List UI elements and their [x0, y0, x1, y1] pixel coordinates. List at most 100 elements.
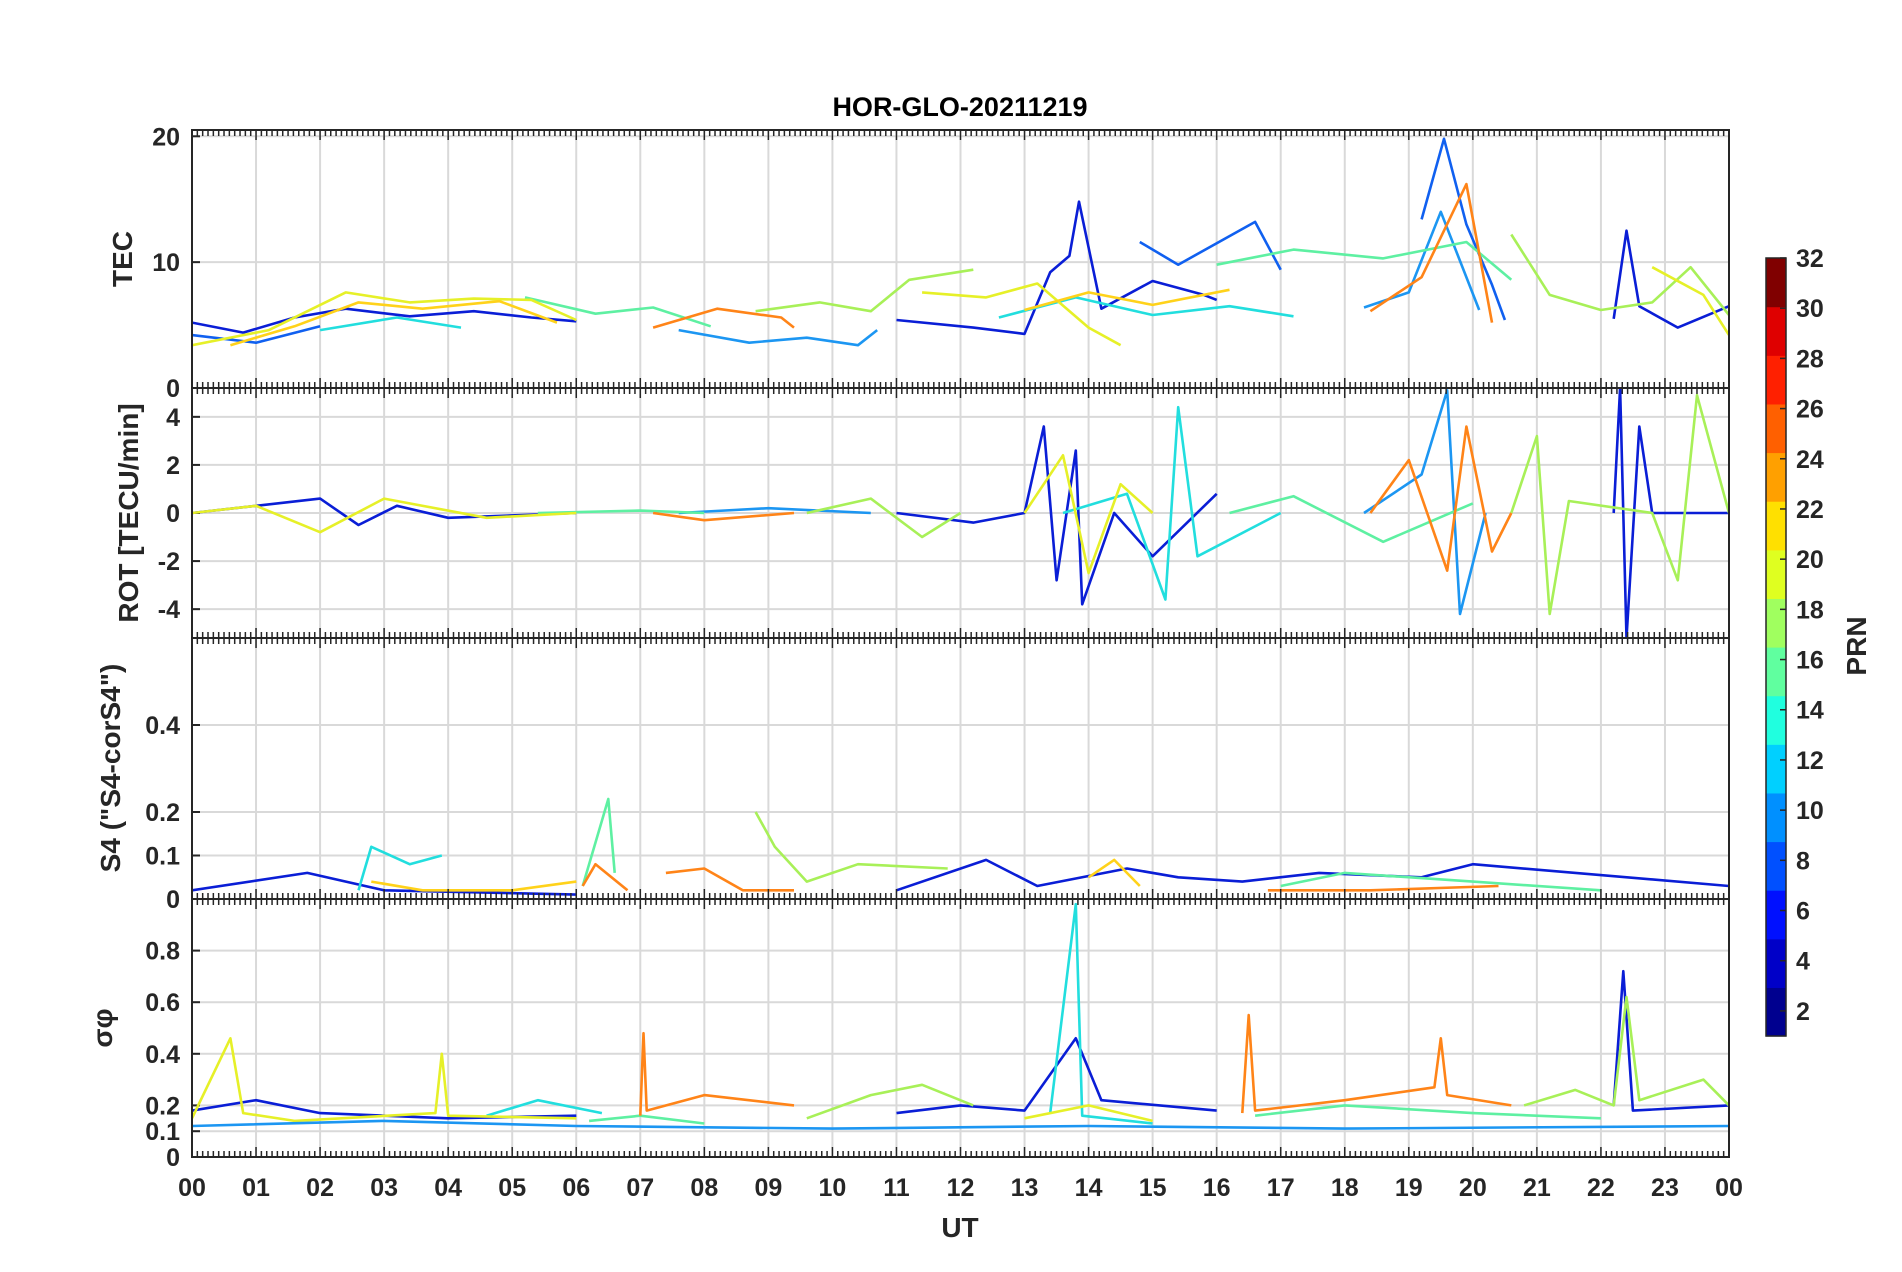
colorbar-swatch	[1766, 598, 1786, 648]
y-tick-label: 0	[166, 500, 180, 528]
y-tick-label: 20	[152, 123, 180, 151]
series-prn-21	[230, 299, 558, 347]
series-prn-3	[1612, 229, 1729, 329]
x-tick-label: 06	[562, 1174, 590, 1202]
y-tick-label: 4	[166, 404, 180, 432]
series-prn-20	[1023, 454, 1154, 575]
x-tick-label: 17	[1267, 1174, 1295, 1202]
series-prn-6	[192, 325, 321, 344]
y-tick-label: 0.8	[145, 938, 180, 966]
series-prn-18	[806, 1083, 974, 1120]
series-prn-23	[581, 862, 629, 892]
x-tick-label: 23	[1651, 1174, 1679, 1202]
series-prn-21	[371, 880, 577, 892]
x-tick-label: 20	[1459, 1174, 1487, 1202]
x-tick-label: 00	[178, 1174, 206, 1202]
colorbar-tick-label: 2	[1796, 998, 1810, 1026]
x-tick-label: 05	[498, 1174, 526, 1202]
series-prn-15	[581, 797, 616, 887]
series-prn-20	[1024, 1104, 1153, 1123]
colorbar-label: PRN	[1841, 616, 1872, 675]
colorbar-swatch	[1766, 403, 1786, 454]
series-prn-23	[652, 511, 795, 522]
series-prn-18	[1510, 233, 1729, 316]
series-prn-23	[652, 307, 795, 329]
series-prn-9	[678, 328, 879, 347]
y-tick-label: 0.4	[145, 1041, 180, 1069]
series-prn-20	[192, 1037, 577, 1123]
y-tick-label: -4	[158, 596, 180, 624]
series-prn-9	[192, 1119, 1729, 1130]
x-tick-label: 07	[626, 1174, 654, 1202]
x-tick-label: 12	[947, 1174, 975, 1202]
series-prn-23	[1241, 1013, 1512, 1114]
series-prn-3	[896, 1037, 1217, 1115]
x-tick-label: 09	[754, 1174, 782, 1202]
series-prn-12	[998, 296, 1294, 319]
colorbar-tick-label: 32	[1796, 245, 1824, 273]
x-tick-label: 04	[434, 1174, 462, 1202]
y-tick-label: 0.4	[145, 712, 180, 740]
panel-sigma: 00.10.2 0.4 0.6 0.8 σφ	[87, 898, 1730, 1172]
series-prn-9	[678, 506, 871, 515]
x-axis-label: UT	[941, 1212, 978, 1243]
y-axis-label-sigma: σφ	[87, 1008, 118, 1047]
y-axis-label-rot: ROT [TECU/min]	[113, 403, 144, 622]
x-tick-label: 11	[883, 1174, 910, 1202]
series-prn-12	[486, 1098, 603, 1117]
series-prn-3	[896, 425, 1218, 606]
colorbar-swatch	[1766, 695, 1786, 745]
series-prn-18	[754, 811, 948, 883]
series-prn-3	[1612, 388, 1729, 638]
y-tick-label: 0.6	[145, 989, 180, 1017]
series-prn-15	[588, 1114, 705, 1125]
y-axis-label-tec: TEC	[107, 231, 138, 287]
series-prn-3	[896, 200, 1218, 336]
series-group	[192, 137, 1729, 347]
series-prn-9	[1363, 389, 1487, 616]
x-tick-label: 21	[1523, 1174, 1551, 1202]
colorbar-tick-label: 6	[1796, 898, 1810, 926]
series-prn-15	[524, 296, 712, 328]
colorbar-tick-label: 16	[1796, 647, 1824, 675]
panel-rot: -4 -2 0 2 4 ROT [TECU/min]	[113, 387, 1730, 639]
x-axis: 00 01 02 03 04 05 06 07 08 09 10 11 12 13 14 15 16 17 18 19…	[178, 1174, 1743, 1202]
series-prn-6	[1139, 220, 1282, 271]
x-tick-label: 01	[242, 1174, 270, 1202]
y-tick-label: 0.2	[145, 799, 180, 827]
colorbar-swatch	[1766, 890, 1786, 940]
colorbar-tick-label: 30	[1796, 295, 1824, 323]
colorbar-tick-label: 12	[1796, 747, 1824, 775]
series-prn-21	[1087, 858, 1141, 887]
colorbar-swatch	[1766, 306, 1786, 356]
x-tick-label: 10	[819, 1174, 847, 1202]
colorbar-tick-label: 28	[1796, 345, 1824, 373]
series-prn-20	[192, 291, 577, 347]
series-prn-23	[1369, 425, 1513, 572]
y-tick-label: 0	[166, 886, 180, 914]
colorbar-swatch	[1766, 647, 1786, 697]
panel-tec: 0 10 20 TEC	[107, 123, 1730, 403]
colorbar-swatch	[1766, 501, 1786, 551]
x-tick-label: 14	[1075, 1174, 1103, 1202]
colorbar-swatch	[1766, 452, 1786, 502]
series-prn-15	[1216, 240, 1513, 281]
colorbar-swatch	[1766, 744, 1786, 794]
colorbar-swatch	[1766, 792, 1786, 843]
series-prn-21	[1024, 288, 1230, 312]
series-prn-12	[1048, 902, 1153, 1125]
x-tick-label: 08	[690, 1174, 718, 1202]
y-axis-label-s4: S4 ("S4-corS4")	[95, 664, 126, 873]
series-prn-20	[921, 282, 1122, 347]
colorbar-tick-label: 20	[1796, 546, 1824, 574]
series-prn-23	[1369, 182, 1494, 323]
colorbar-tick-label: 8	[1796, 847, 1810, 875]
series-group	[192, 902, 1729, 1130]
series-prn-18	[1510, 393, 1729, 616]
series-prn-9	[1363, 210, 1481, 311]
y-tick-label: 0.1	[145, 1118, 180, 1146]
x-tick-label: 13	[1011, 1174, 1039, 1202]
series-prn-15	[1229, 494, 1474, 544]
colorbar-frame	[1765, 257, 1787, 1037]
series-prn-3	[1612, 969, 1729, 1112]
